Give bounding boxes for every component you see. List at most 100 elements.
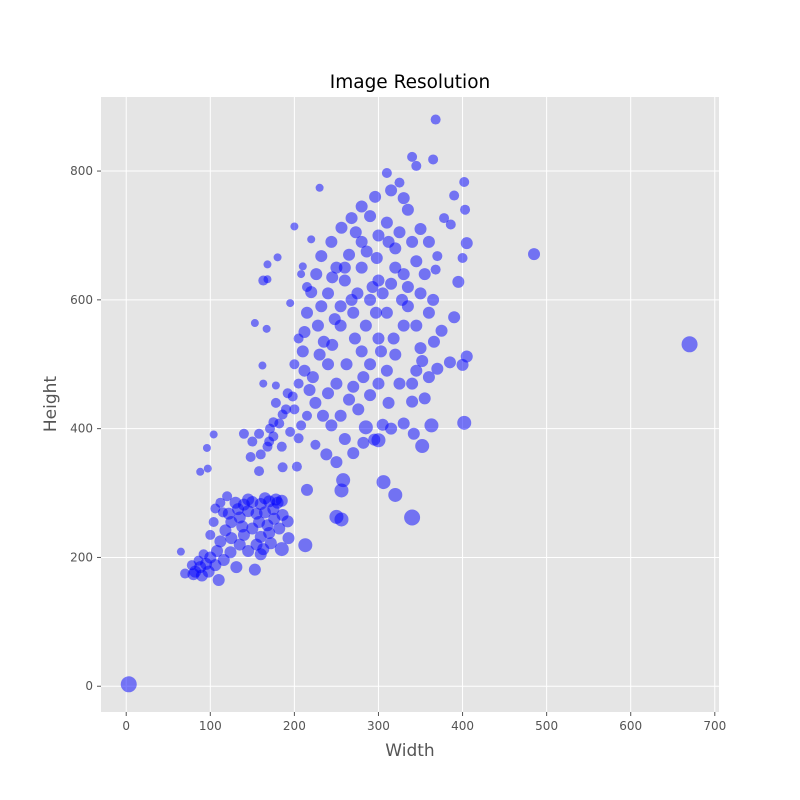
scatter-point	[258, 361, 267, 370]
scatter-point	[443, 356, 456, 369]
scatter-point	[427, 293, 440, 306]
scatter-point	[380, 306, 393, 319]
scatter-point	[219, 524, 232, 537]
scatter-point	[242, 545, 255, 558]
scatter-point	[369, 306, 382, 319]
scatter-point	[325, 419, 338, 432]
scatter-point	[180, 568, 191, 579]
scatter-point	[448, 311, 461, 324]
scatter-point	[281, 515, 294, 528]
scatter-point	[347, 306, 360, 319]
scatter-point	[374, 345, 387, 358]
scatter-point	[202, 443, 211, 452]
scatter-point	[259, 379, 268, 388]
scatter-point	[401, 203, 414, 216]
scatter-point	[347, 380, 360, 393]
scatter-point	[355, 235, 368, 248]
scatter-point	[302, 281, 312, 292]
scatter-point	[273, 522, 286, 535]
scatter-point	[301, 306, 313, 319]
scatter-point	[431, 362, 444, 375]
y-tick-label: 600	[70, 293, 93, 307]
scatter-point	[205, 529, 216, 540]
scatter-point	[280, 404, 291, 415]
scatter-point	[242, 493, 255, 506]
scatter-point	[330, 456, 343, 469]
scatter-point	[255, 449, 266, 460]
scatter-point	[301, 483, 313, 496]
scatter-point	[176, 547, 185, 556]
scatter-point	[285, 426, 296, 437]
scatter-point	[432, 251, 443, 262]
scatter-point	[290, 222, 299, 231]
scatter-point	[414, 342, 427, 355]
scatter-point	[435, 324, 448, 337]
scatter-point	[298, 364, 311, 377]
scatter-point	[410, 319, 423, 332]
scatter-point	[248, 563, 261, 576]
scatter-point	[276, 441, 287, 452]
scatter-point	[208, 517, 219, 528]
scatter-point	[404, 509, 421, 526]
x-tick-label: 200	[283, 719, 306, 733]
scatter-point	[347, 447, 360, 460]
scatter-point	[245, 451, 256, 462]
scatter-point	[364, 358, 377, 371]
scatter-point	[306, 371, 319, 384]
scatter-point	[302, 410, 312, 421]
scatter-point	[298, 262, 307, 271]
scatter-point	[236, 520, 249, 533]
scatter-point	[338, 274, 351, 287]
scatter-point	[230, 561, 243, 574]
scatter-point	[293, 333, 304, 344]
scatter-point	[286, 299, 295, 308]
scatter-point	[254, 466, 265, 477]
x-tick-label: 100	[199, 719, 222, 733]
scatter-point	[313, 348, 326, 361]
scatter-point	[322, 287, 335, 300]
scatter-point	[233, 538, 246, 551]
scatter-point	[322, 387, 335, 400]
scatter-point	[343, 393, 356, 406]
scatter-point	[369, 190, 382, 203]
scatter-point	[307, 235, 316, 244]
scatter-point	[407, 151, 418, 162]
scatter-point	[217, 554, 230, 567]
scatter-point	[293, 378, 304, 389]
scatter-point	[430, 114, 441, 125]
scatter-point	[330, 261, 343, 274]
scatter-point	[459, 177, 470, 188]
scatter-point	[411, 160, 422, 171]
scatter-point	[393, 226, 406, 239]
x-axis-label: Width	[385, 741, 434, 761]
scatter-point	[265, 423, 276, 434]
scatter-point	[209, 430, 218, 439]
scatter-point	[212, 573, 225, 586]
scatter-point	[349, 226, 362, 239]
scatter-point	[269, 493, 282, 506]
scatter-point	[414, 287, 427, 300]
scatter-point	[397, 417, 410, 430]
scatter-point	[380, 216, 393, 229]
x-tick-label: 600	[619, 719, 642, 733]
scatter-point	[334, 483, 349, 498]
x-tick-label: 300	[367, 719, 390, 733]
scatter-point	[445, 219, 456, 230]
scatter-point	[396, 293, 409, 306]
scatter-point	[315, 300, 328, 313]
scatter-point	[370, 251, 383, 264]
scatter-point	[264, 537, 277, 550]
scatter-point	[424, 418, 439, 433]
scatter-point	[232, 503, 245, 516]
scatter-point	[242, 505, 255, 518]
y-tick-label: 800	[70, 164, 93, 178]
scatter-point	[326, 271, 339, 284]
scatter-point	[418, 392, 431, 405]
scatter-point	[401, 280, 414, 293]
scatter-point	[345, 293, 358, 306]
scatter-point	[364, 389, 377, 402]
scatter-point	[343, 248, 356, 261]
scatter-point	[364, 210, 377, 223]
scatter-point	[311, 319, 324, 332]
scatter-point	[320, 448, 333, 461]
